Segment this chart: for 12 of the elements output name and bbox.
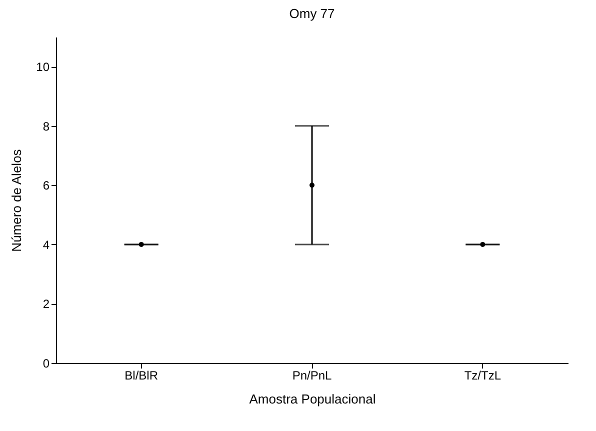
x-tick-label: Tz/TzL (464, 368, 502, 382)
y-tick-label: 4 (42, 238, 50, 252)
y-tick-label: 10 (36, 60, 50, 74)
x-tick-label: Pn/PnL (292, 368, 332, 382)
y-axis-title: Número de Alelos (9, 148, 24, 252)
y-tick-label: 6 (42, 178, 50, 193)
x-axis-title: Amostra Populacional (249, 392, 376, 406)
y-tick-label: 8 (42, 119, 50, 134)
y-tick-label: 0 (42, 356, 50, 370)
x-tick-label: Bl/BlR (124, 368, 158, 382)
chart-title: Omy 77 (289, 6, 335, 21)
y-tick-label: 2 (42, 297, 50, 312)
